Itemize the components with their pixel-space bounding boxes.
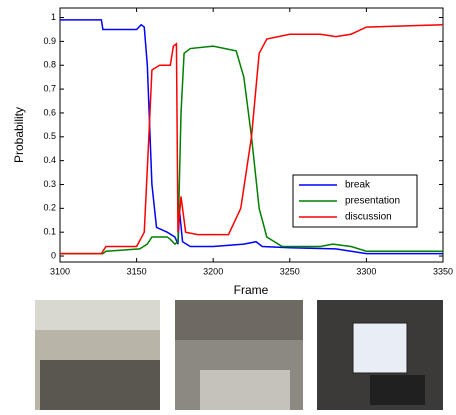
- y-tick-label: 1: [51, 12, 56, 22]
- x-tick-label: 3250: [280, 266, 300, 276]
- legend-label: presentation: [345, 196, 400, 207]
- y-tick-label: 0.8: [43, 60, 56, 70]
- x-tick-label: 3150: [127, 266, 147, 276]
- frame-detail: [35, 300, 160, 330]
- legend-label: discussion: [345, 212, 392, 223]
- y-tick-label: 0.2: [43, 203, 56, 213]
- y-axis-title: Probability: [12, 107, 26, 163]
- y-tick-label: 0.3: [43, 179, 56, 189]
- legend-label: break: [345, 180, 371, 191]
- series-line: [60, 23, 444, 255]
- y-tick-label: 0.1: [43, 227, 56, 237]
- y-tick-label: 0.7: [43, 83, 56, 93]
- x-tick-label: 3100: [50, 266, 70, 276]
- series-line: [60, 19, 443, 255]
- x-tick-label: 3350: [433, 266, 453, 276]
- x-tick-label: 3200: [203, 266, 223, 276]
- series-line: [60, 45, 443, 255]
- x-axis-title: Frame: [234, 283, 269, 297]
- video-frames: [35, 300, 443, 410]
- frame-detail: [370, 375, 425, 405]
- y-tick-label: 0.6: [43, 107, 56, 117]
- frame-detail: [352, 322, 408, 374]
- frame-detail: [40, 360, 160, 410]
- y-tick-label: 0: [51, 250, 56, 260]
- y-tick-label: 0.4: [43, 155, 56, 165]
- frame-detail: [200, 370, 290, 410]
- y-tick-label: 0.5: [43, 131, 56, 141]
- frame-detail: [175, 300, 303, 340]
- x-tick-label: 3300: [356, 266, 376, 276]
- y-tick-label: 0.9: [43, 36, 56, 46]
